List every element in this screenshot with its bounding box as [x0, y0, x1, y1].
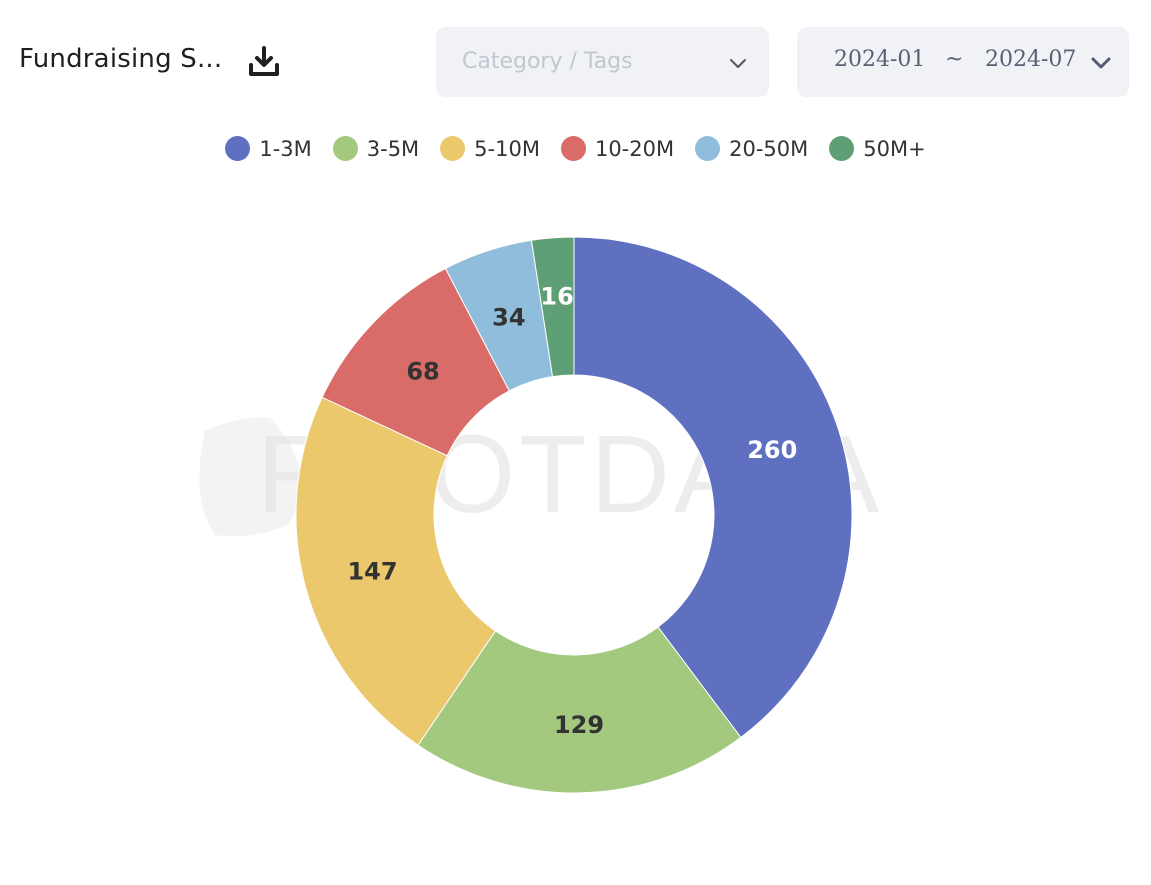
category-select[interactable]: Category / Tags [436, 27, 769, 97]
donut-slice-1-3M[interactable] [573, 236, 853, 739]
donut-slice-5-10M[interactable] [295, 396, 497, 746]
legend-item[interactable]: 20-50M [695, 136, 808, 161]
chart-legend: 1-3M 3-5M 5-10M 10-20M 20-50M 50M+ [0, 136, 1151, 161]
legend-label: 1-3M [259, 136, 312, 161]
download-button[interactable] [246, 44, 282, 80]
legend-items: 1-3M 3-5M 5-10M 10-20M 20-50M 50M+ [225, 136, 926, 161]
slice-label: 260 [747, 436, 797, 464]
legend-item[interactable]: 10-20M [560, 136, 675, 161]
slice-label: 129 [554, 711, 604, 739]
legend-swatch [695, 136, 721, 161]
legend-label: 3-5M [366, 136, 420, 161]
download-icon [249, 46, 279, 76]
legend-swatch [560, 136, 586, 161]
legend-item[interactable]: 3-5M [332, 136, 420, 161]
legend-swatch [440, 136, 466, 161]
chevron-down-icon [730, 59, 746, 68]
legend-label: 20-50M [729, 136, 809, 161]
legend-item[interactable]: 50M+ [829, 136, 926, 161]
slices [295, 236, 853, 794]
slice-label: 16 [540, 283, 573, 311]
date-range-select[interactable]: 2024-01 ~ 2024-07 [797, 27, 1129, 97]
slice-label: 147 [347, 558, 397, 586]
legend-swatch [225, 136, 251, 161]
date-end: 2024-07 [985, 47, 1077, 72]
date-separator: ~ [945, 47, 964, 72]
slice-label: 34 [492, 303, 525, 331]
slice-labels: 260 129 147 68 34 16 [347, 283, 797, 739]
watermark-logo [199, 417, 302, 537]
legend-item[interactable]: 5-10M [440, 136, 540, 161]
donut-slice-3-5M[interactable] [417, 626, 742, 794]
legend-label: 5-10M [474, 136, 540, 161]
slice-label: 68 [406, 357, 439, 385]
chevron-down-icon [1091, 57, 1111, 69]
legend-swatch [829, 136, 855, 161]
legend-swatch [332, 136, 358, 161]
category-placeholder: Category / Tags [462, 49, 633, 74]
legend-label: 50M+ [863, 136, 926, 161]
chart-title: Fundraising S... [19, 44, 223, 74]
donut-slice-50M+[interactable] [530, 236, 575, 378]
legend-item[interactable]: 1-3M [225, 136, 312, 161]
date-start: 2024-01 [834, 47, 926, 72]
legend-label: 10-20M [594, 136, 675, 161]
